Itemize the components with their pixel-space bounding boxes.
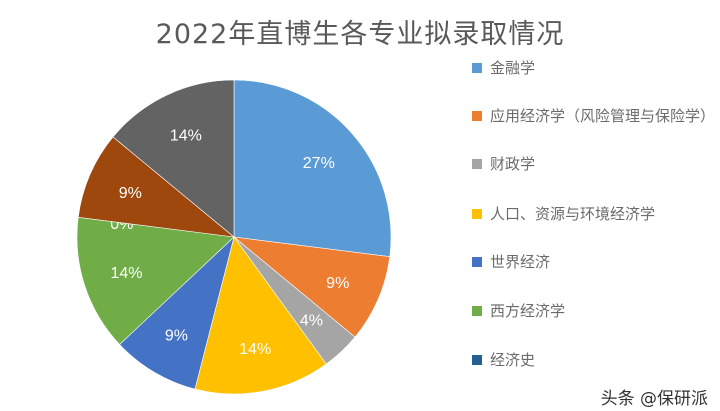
legend-swatch	[472, 209, 482, 219]
legend-label: 人口、资源与环境经济学	[490, 205, 656, 223]
slice-data-label: 14%	[239, 341, 271, 358]
legend-label: 西方经济学	[490, 302, 566, 320]
pie-slice	[194, 236, 327, 395]
legend-item: 人口、资源与环境经济学	[470, 204, 655, 225]
legend-item: 经济史	[470, 350, 535, 371]
slice-data-label: 4%	[300, 312, 323, 329]
legend-swatch	[472, 159, 482, 169]
slice-data-label: 9%	[119, 185, 142, 202]
slice-data-label: 27%	[303, 155, 335, 172]
slice-data-label: 14%	[110, 265, 142, 282]
legend-label: 财政学	[490, 155, 536, 173]
slice-data-label: 9%	[165, 327, 188, 344]
pie-chart: 27%9%4%14%9%14%0%9%14%	[76, 79, 392, 395]
legend-label: 金融学	[490, 59, 536, 77]
legend-label: 应用经济学（风险管理与保险学）	[490, 107, 716, 125]
pie-slice	[233, 236, 391, 338]
legend-swatch	[472, 306, 482, 316]
pie-slice	[76, 216, 235, 345]
legend-label: 世界经济	[490, 253, 551, 271]
legend-item: 世界经济	[470, 252, 550, 273]
legend-item: 西方经济学	[470, 301, 565, 322]
slice-data-label: 14%	[170, 128, 202, 145]
pie-slice	[112, 79, 235, 238]
pie-slice	[233, 79, 392, 258]
slice-data-label: 9%	[326, 275, 349, 292]
legend-swatch	[472, 63, 482, 73]
chart-title: 2022年直博生各专业拟录取情况	[155, 19, 565, 50]
legend-swatch	[472, 257, 482, 267]
legend-item: 财政学	[470, 154, 535, 175]
legend-label: 经济史	[490, 351, 536, 369]
legend-item: 应用经济学（风险管理与保险学）	[470, 106, 716, 127]
watermark: 头条 @保研派	[600, 389, 708, 409]
legend-swatch	[472, 355, 482, 365]
legend-swatch	[472, 111, 482, 121]
pie-slice	[119, 236, 235, 390]
legend-item: 金融学	[470, 58, 535, 79]
pie-slice	[77, 136, 235, 238]
